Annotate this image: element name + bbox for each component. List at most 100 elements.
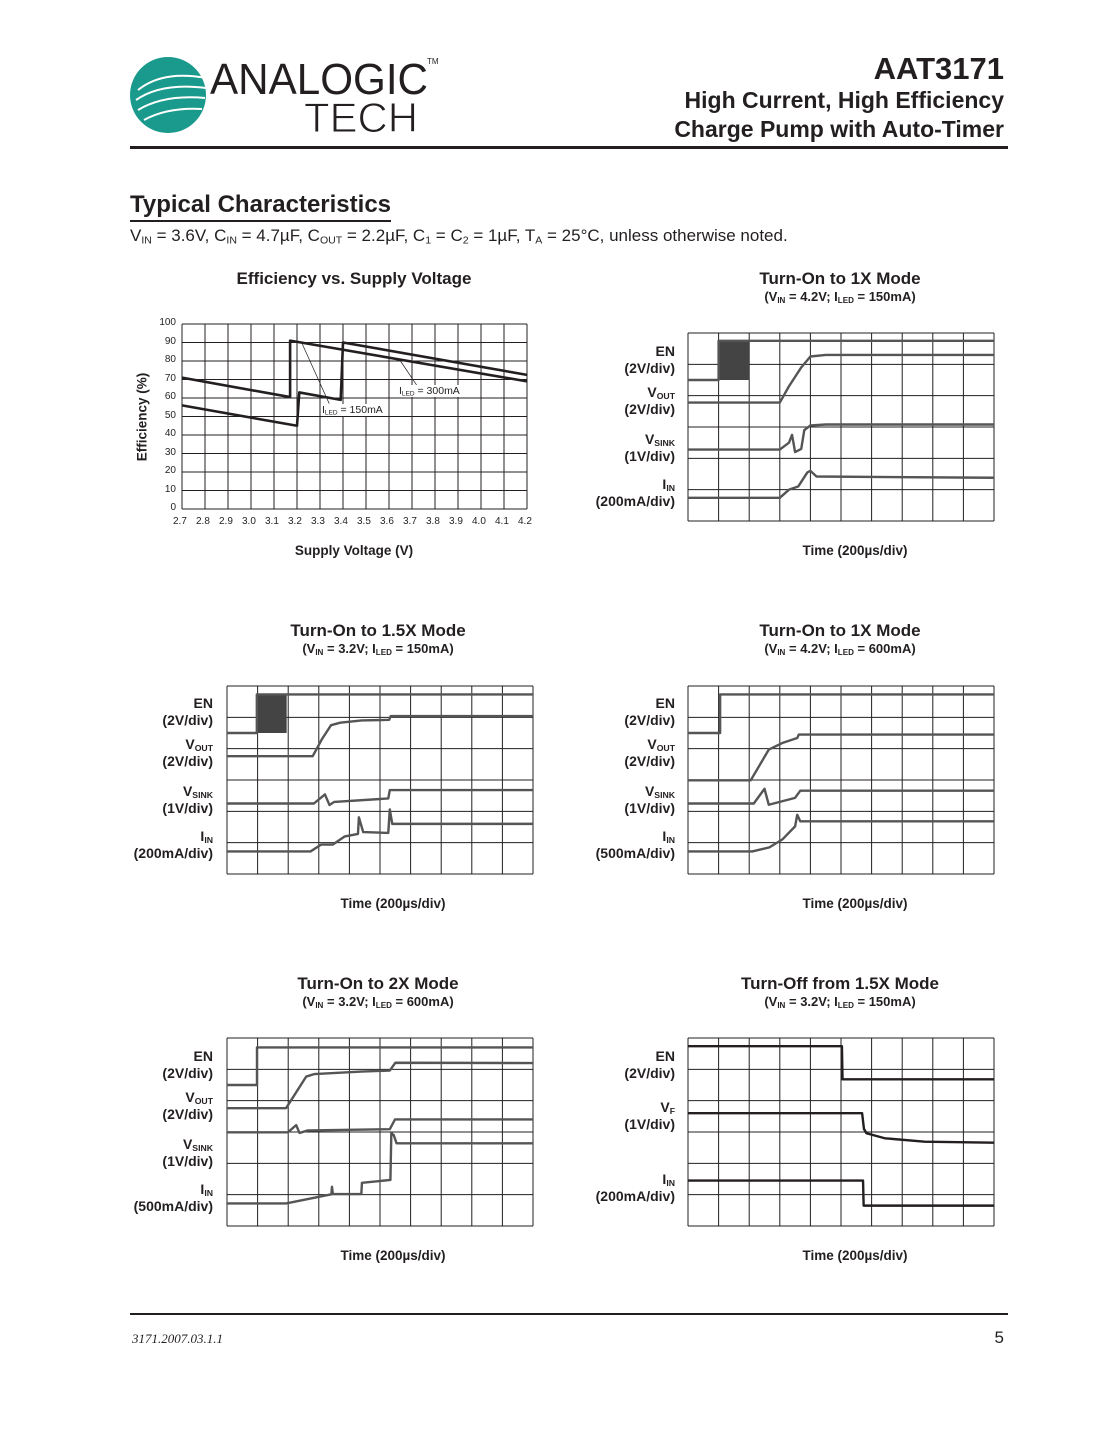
channel-scale: (1V/div) [624,800,675,816]
x-tick-label: 3.0 [242,516,256,527]
oscilloscope-plot [687,332,995,522]
en-pwm-burst [718,340,750,380]
text-segment: = 600mA) [853,641,916,656]
channel-label: IIN [200,1181,213,1197]
text-segment: V [182,783,193,799]
oscilloscope-plot [226,685,534,875]
text-segment: (V [302,994,316,1009]
efficiency-series-2 [181,341,528,428]
section-title: Typical Characteristics [130,191,392,222]
text-segment: EN [193,695,213,711]
channel-label: VOUT [185,1089,213,1105]
x-tick-label: 4.2 [518,516,532,527]
x-tick-label: 3.9 [449,516,463,527]
subscript-text: LED [837,1001,854,1010]
text-segment: V [185,736,195,752]
channel-scale: (2V/div) [162,1065,213,1081]
text-segment: I [662,476,667,492]
subscript-text: A [535,234,543,247]
subscript-text: OUT [319,234,343,247]
text-segment: V [647,736,657,752]
trace-vsink [688,423,994,454]
part-number: AAT3171 [873,51,1004,86]
chart-subtitle: (VIN = 4.2V; ILED = 150mA) [764,289,916,305]
x-tick-label: 3.6 [380,516,394,527]
subscript-text: 1 [425,234,432,247]
text-segment: = 150mA) [391,641,454,656]
y-tick-label: 60 [164,391,176,402]
y-tick-label: 80 [164,354,176,365]
channel-label: EN [656,1048,675,1064]
channel-scale: (2V/div) [624,360,675,376]
page-number: 5 [994,1328,1004,1347]
text-segment: I [322,404,325,416]
text-segment: = 3.2V; I [323,641,376,656]
chart-title: Efficiency vs. Supply Voltage [236,269,472,288]
y-tick-label: 30 [164,446,176,458]
text-segment: EN [655,695,675,711]
x-tick-label: 4.1 [495,516,509,527]
channel-scale: (200mA/div) [595,1188,675,1204]
subscript-text: OUT [194,743,213,754]
text-segment: = 1µF, T [468,226,536,245]
doc-subtitle-line2: Charge Pump with Auto-Timer [674,116,1004,142]
text-segment: = 2.2µF, C [342,226,426,245]
text-segment: (V [302,641,316,656]
channel-scale: (2V/div) [162,753,213,769]
svg-text:ANALOGIC: ANALOGIC [210,55,428,104]
x-axis-label: Time (200µs/div) [340,896,446,911]
text-segment: = 150mA) [853,289,916,304]
channel-scale: (500mA/div) [595,845,675,861]
subscript-text: SINK [654,438,675,449]
trace-iin [688,813,994,853]
text-segment: = 3.6V, C [151,226,227,245]
chart-title: Turn-On to 1X Mode [759,269,921,288]
annotation-label: ILED = 300mA [399,385,460,397]
channel-scale: (1V/div) [624,1116,675,1132]
channel-label: VSINK [183,783,213,799]
x-axis-label: Time (200µs/div) [802,1248,908,1263]
company-logo: ANALOGIC TECH TM [128,52,448,142]
chart-subtitle: (VIN = 3.2V; ILED = 150mA) [302,641,454,657]
text-segment: V [182,1136,193,1152]
channel-label: VSINK [645,783,675,799]
subscript-text: IN [141,234,152,247]
y-tick-label: 50 [164,409,176,421]
annotation-label: ILED = 150mA [322,404,383,416]
y-tick-label: 100 [159,317,176,328]
chart-title: Turn-On to 2X Mode [297,974,459,993]
y-tick-label: 0 [170,502,176,513]
chart-title: Turn-Off from 1.5X Mode [740,974,940,993]
subscript-text: IN [315,648,324,657]
text-segment: = 4.2V; I [785,641,838,656]
footer-divider [130,1313,1008,1315]
x-tick-label: 3.4 [334,516,348,527]
doc-subtitle-line1: High Current, High Efficiency [684,87,1004,113]
channel-label: VSINK [183,1136,213,1152]
oscilloscope-plot [687,1037,995,1227]
text-segment: = 3.2V; I [323,994,376,1009]
document-id: 3171.2007.03.1.1 [132,1331,223,1346]
text-segment: (V [764,994,778,1009]
channel-scale: (200mA/div) [133,845,213,861]
text-segment: V [185,1089,195,1105]
channel-label: EN [656,343,675,359]
text-segment: (V [764,641,778,656]
channel-scale: (1V/div) [624,448,675,464]
channel-scale: (1V/div) [162,1153,213,1169]
subscript-text: F [669,1106,675,1117]
text-segment: = 3.2V; I [785,994,838,1009]
trace-en [227,1046,533,1087]
chart-subtitle: (VIN = 4.2V; ILED = 600mA) [764,641,916,657]
subscript-text: 2 [462,234,469,247]
annotation-leader [301,342,330,404]
subscript-text: IN [204,1188,213,1199]
test-conditions: VIN = 3.6V, CIN = 4.7µF, COUT = 2.2µF, C… [130,226,788,246]
channel-label: IIN [200,828,213,844]
trace-vout [688,353,994,404]
en-pwm-burst [256,694,287,733]
trace-vout [227,1061,534,1110]
subscript-text: OUT [656,391,675,402]
trace-vsink [227,788,533,807]
trace-en [688,693,994,735]
